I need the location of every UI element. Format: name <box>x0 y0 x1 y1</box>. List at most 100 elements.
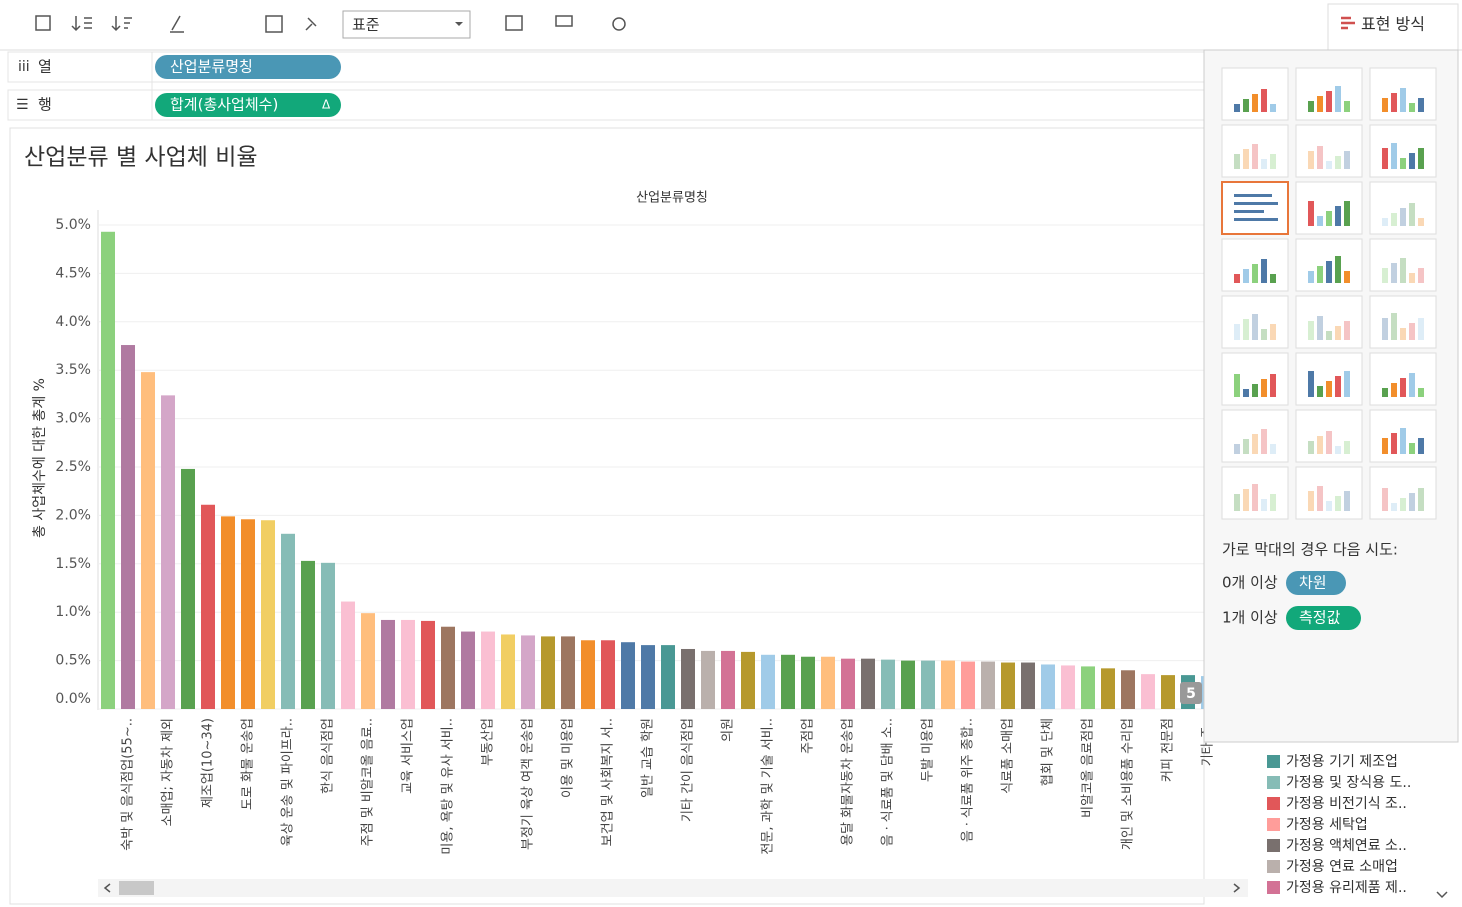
label-icon[interactable] <box>265 15 283 33</box>
thumb-glyph <box>1243 99 1249 112</box>
bar <box>121 345 135 709</box>
thumb-glyph <box>1344 201 1350 226</box>
thumbnail[interactable] <box>1369 295 1437 349</box>
thumb-glyph <box>1418 148 1424 169</box>
thumbnail[interactable] <box>1221 466 1289 520</box>
thumb-glyph <box>1261 89 1267 112</box>
x-tick-label: 육상 운송 및 파이프라.. <box>281 718 296 846</box>
scroll-badge-bg <box>1180 682 1202 704</box>
thumbnail[interactable] <box>1369 466 1437 520</box>
rows-pill-text: 합계(총사업체수) <box>170 96 278 114</box>
bar <box>281 533 295 709</box>
thumbnail[interactable] <box>1295 295 1363 349</box>
thumb-glyph <box>1234 444 1240 454</box>
y-tick-label: 4.0% <box>55 314 91 330</box>
thumb-glyph <box>1418 488 1424 511</box>
bar <box>201 504 215 709</box>
thumb-glyph <box>1243 269 1249 283</box>
thumbnail[interactable] <box>1295 409 1363 463</box>
thumb-glyph <box>1234 202 1278 205</box>
legend-swatch <box>1267 755 1280 768</box>
x-tick-label: 전문, 과학 및 기술 서비.. <box>761 718 776 855</box>
thumb-glyph <box>1335 446 1341 454</box>
mark-type-dropdown[interactable] <box>342 10 471 39</box>
show-me-tab[interactable] <box>1327 3 1459 51</box>
scroll-thumb[interactable] <box>119 881 154 895</box>
thumb-glyph <box>1391 433 1397 454</box>
bar <box>361 613 375 709</box>
show-me-hint: 가로 막대의 경우 다음 시도: <box>1222 541 1398 559</box>
share-icon[interactable] <box>612 17 626 31</box>
thumb-glyph <box>1391 93 1397 112</box>
thumbnail[interactable] <box>1221 124 1289 178</box>
requirement-count: 1개 이상 <box>1222 609 1278 627</box>
thumb-glyph <box>1418 438 1424 454</box>
bar <box>161 395 175 709</box>
bar <box>481 631 495 709</box>
bar <box>221 516 235 709</box>
bar <box>101 231 115 709</box>
x-tick-label: 협회 및 단체 <box>1041 718 1056 786</box>
thumbnail[interactable] <box>1295 124 1363 178</box>
thumbnail[interactable] <box>1295 352 1363 406</box>
thumbnail[interactable] <box>1221 352 1289 406</box>
y-tick-label: 2.5% <box>55 459 91 475</box>
legend-scroll[interactable] <box>1436 891 1448 899</box>
legend-label: 가정용 액체연료 소.. <box>1286 838 1407 854</box>
thumb-glyph <box>1326 331 1332 340</box>
thumbnail[interactable] <box>1369 181 1437 235</box>
thumbnail[interactable] <box>1221 181 1289 235</box>
sort-asc[interactable] <box>71 16 92 32</box>
bar <box>441 626 455 709</box>
legend-swatch <box>1267 881 1280 894</box>
toolbar <box>0 0 1462 50</box>
thumbnail[interactable] <box>1369 238 1437 292</box>
thumb-glyph <box>1400 378 1406 397</box>
thumb-glyph <box>1400 88 1406 112</box>
thumbnail[interactable] <box>1295 181 1363 235</box>
y-tick-label: 0.5% <box>55 653 91 669</box>
x-tick-label: 이용 및 미용업 <box>561 718 576 798</box>
x-tick-label: 음ㆍ식료품 위주 종합.. <box>961 718 976 842</box>
x-tick-label: 도로 화물 운송업 <box>241 718 256 810</box>
bar <box>921 660 935 709</box>
bar <box>341 601 355 709</box>
x-tick-label: 커피 전문점 <box>1161 718 1176 782</box>
thumbnail[interactable] <box>1295 466 1363 520</box>
thumb-glyph <box>1234 210 1264 213</box>
thumb-glyph <box>1382 148 1388 169</box>
thumbnail[interactable] <box>1369 124 1437 178</box>
y-tick-label: 1.0% <box>55 604 91 620</box>
thumb-glyph <box>1418 218 1424 226</box>
thumb-glyph <box>1317 486 1323 511</box>
rows-pill[interactable] <box>155 93 341 117</box>
x-tick-label: 기타 간이 음식점업 <box>681 718 696 822</box>
bar <box>501 634 515 709</box>
show-me-title: 표현 방식 <box>1361 15 1425 34</box>
thumb-glyph <box>1418 318 1424 340</box>
sort-desc[interactable] <box>111 16 132 32</box>
thumbnail[interactable] <box>1221 295 1289 349</box>
requirement-count: 0개 이상 <box>1222 574 1278 592</box>
highlight-icon[interactable] <box>170 15 184 33</box>
thumb-glyph <box>1308 371 1314 397</box>
fit-icon[interactable] <box>505 15 523 31</box>
thumb-glyph <box>1317 216 1323 226</box>
bar <box>1101 668 1115 709</box>
presentation-icon[interactable] <box>555 15 573 27</box>
scroll-arrows[interactable] <box>103 883 1241 893</box>
swap-icon[interactable] <box>35 15 51 31</box>
columns-pill[interactable] <box>155 55 341 79</box>
thumb-glyph <box>1261 379 1267 397</box>
thumbnail[interactable] <box>1221 409 1289 463</box>
thumb-glyph <box>1409 153 1415 169</box>
x-tick-label: 소매업; 자동차 제외 <box>161 718 176 826</box>
thumb-glyph <box>1335 156 1341 169</box>
thumb-glyph <box>1400 208 1406 226</box>
thumb-glyph <box>1409 493 1415 511</box>
pin-icon[interactable] <box>305 17 317 31</box>
bar <box>1061 665 1075 709</box>
thumb-glyph <box>1234 274 1240 283</box>
thumb-glyph <box>1335 86 1341 112</box>
h-scrollbar[interactable] <box>98 879 1248 897</box>
